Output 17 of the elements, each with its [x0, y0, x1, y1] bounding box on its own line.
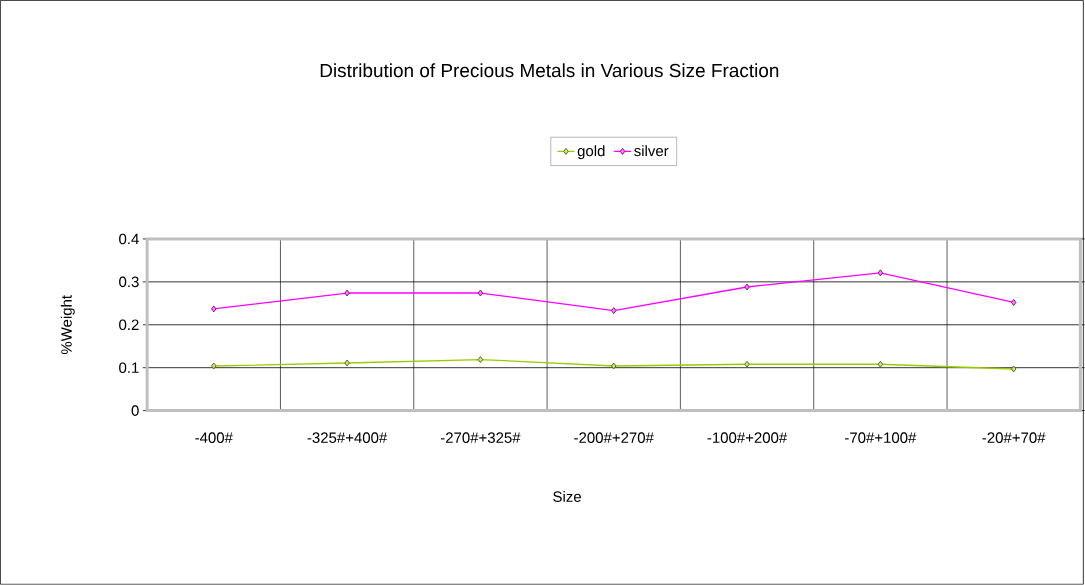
y-tick-label: 0.3 — [119, 276, 139, 288]
legend-label: gold — [577, 145, 605, 160]
legend-label: silver — [634, 145, 669, 157]
y-tick-label: 0.1 — [119, 362, 139, 374]
x-tick-label: -70#+100# — [845, 432, 917, 444]
x-tick-label: -20#+70# — [982, 432, 1046, 444]
chart-title: Distribution of Precious Metals in Various Size Fraction — [320, 63, 779, 78]
y-axis-title: %Weight — [60, 295, 75, 355]
x-tick-label: -325#+400# — [307, 432, 388, 444]
y-tick-label: 0.4 — [119, 233, 139, 245]
x-tick-label: -100#+200# — [707, 432, 788, 444]
y-tick-label: 0 — [131, 405, 139, 417]
y-tick-label: 0.2 — [119, 319, 139, 331]
x-tick-label: -270#+325# — [440, 432, 521, 444]
x-tick-label: -200#+270# — [574, 432, 654, 444]
x-axis-title: Size — [553, 491, 581, 503]
x-tick-label: -400# — [195, 432, 233, 444]
